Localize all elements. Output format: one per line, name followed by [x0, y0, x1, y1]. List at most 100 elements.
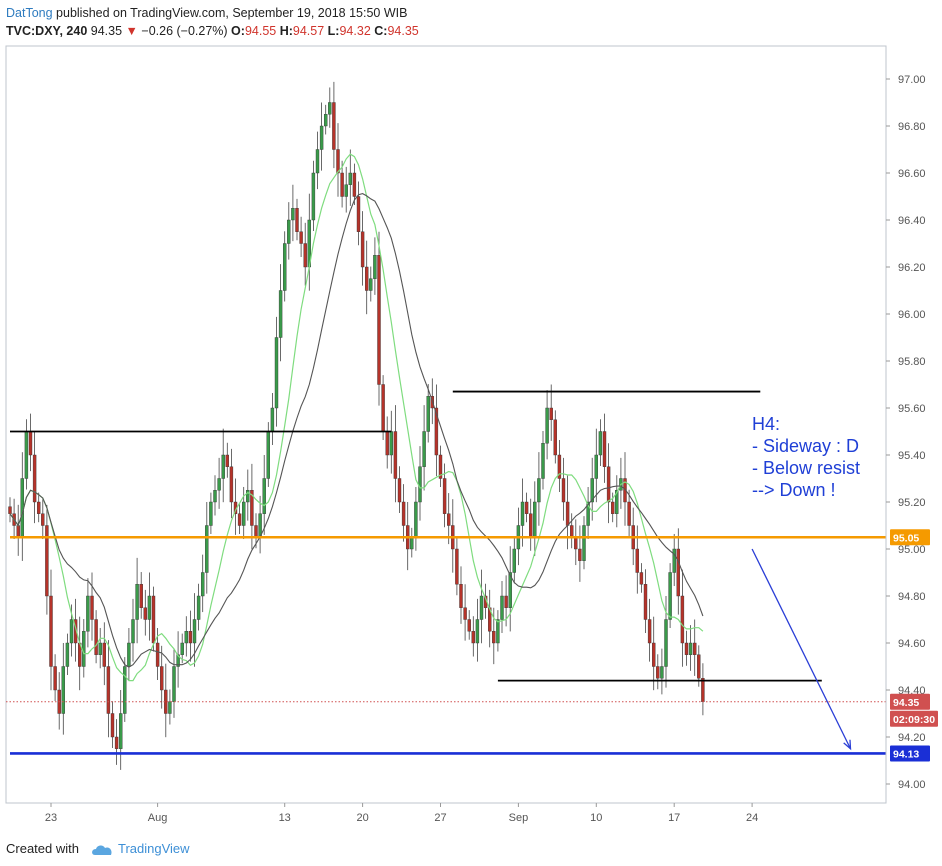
candle-body: [16, 525, 20, 538]
price-tick-label: 94.80: [898, 591, 926, 603]
candle-body: [615, 490, 619, 514]
candle-body: [389, 431, 393, 456]
candle-body: [143, 607, 148, 620]
candle-body: [266, 431, 270, 479]
candle-body: [114, 736, 119, 749]
candle-body: [229, 466, 234, 503]
last-price: 94.35: [90, 24, 123, 38]
price-label-box: [890, 529, 930, 546]
candle-body: [418, 466, 422, 503]
candle-body: [24, 431, 29, 479]
candle-body: [69, 619, 74, 644]
candle-body: [123, 666, 127, 714]
candle-body: [373, 255, 377, 279]
candle-body: [590, 478, 594, 503]
moving-averages: [9, 153, 704, 682]
candle-body: [180, 642, 184, 655]
price-tick-label: 97.00: [898, 74, 926, 86]
candle-body: [668, 572, 672, 620]
candle-body: [582, 525, 586, 561]
candle-body: [365, 266, 369, 291]
candle-body: [159, 666, 164, 691]
trend-arrow-line: [751, 548, 852, 750]
candle-body: [274, 337, 279, 409]
time-tick-label: 17: [668, 812, 680, 824]
price-label-box: [890, 693, 930, 710]
candle-body: [41, 513, 45, 526]
candle-body: [328, 102, 332, 115]
candle-body: [541, 443, 545, 479]
candle-body: [606, 466, 611, 503]
candle-body: [184, 631, 189, 644]
candle-body: [299, 231, 303, 244]
publish-text: published on TradingView.com, September …: [56, 6, 408, 20]
candle-body: [565, 501, 570, 526]
candle-body: [344, 184, 348, 197]
candle-body: [28, 431, 33, 456]
price-tick-label: 95.60: [898, 403, 926, 415]
change-down-icon: ▼: [125, 24, 138, 38]
sma-fast-line: [9, 153, 704, 682]
candle-body: [397, 478, 402, 503]
candle-body: [131, 619, 135, 644]
candle-body: [570, 525, 574, 538]
tradingview-brand[interactable]: TradingView: [118, 841, 190, 856]
candle-body: [467, 619, 471, 632]
candle-body: [45, 525, 49, 597]
price-tick-label: 94.60: [898, 638, 926, 650]
candle-body: [192, 619, 197, 644]
time-axis[interactable]: 23 Aug 13 20 27 Sep 10 17 24: [45, 803, 758, 824]
price-axis[interactable]: 94.0094.2094.4094.6094.8095.0095.2095.40…: [886, 74, 926, 791]
candle-body: [135, 584, 139, 620]
candle-body: [61, 666, 65, 714]
annotation-line: - Sideway : D: [752, 436, 859, 456]
candle-body: [594, 454, 598, 479]
symbol-label: TVC:DXY, 240: [6, 24, 88, 38]
candle-body: [127, 642, 131, 667]
candle-body: [508, 572, 512, 608]
candle-body: [332, 102, 336, 150]
candle-body: [283, 243, 287, 291]
candle-body: [168, 701, 172, 714]
candle-body: [37, 501, 41, 514]
plot-area: [5, 45, 887, 804]
analysis-annotation: H4:- Sideway : D- Below resist--> Down !: [752, 414, 860, 500]
candle-body: [660, 666, 664, 679]
candle-body: [295, 208, 299, 232]
ohlc-line: TVC:DXY, 240 94.35 ▼ −0.26 (−0.27%) O:94…: [6, 22, 936, 40]
annotation-line: H4:: [752, 414, 780, 434]
candle-body: [98, 642, 102, 655]
candle-body: [86, 595, 90, 632]
price-label-text: 95.05: [893, 532, 919, 544]
candle-body: [455, 548, 459, 585]
candle-body: [688, 642, 693, 655]
candle-body: [643, 584, 648, 620]
candle-body: [693, 642, 697, 655]
price-label-box: [890, 745, 930, 762]
candle-body: [381, 384, 385, 432]
candle-body: [574, 537, 578, 550]
candle-body: [352, 172, 357, 197]
time-tick-label: 23: [45, 812, 57, 824]
candle-body: [664, 619, 668, 667]
time-tick-label: Sep: [509, 812, 529, 824]
candle-body: [442, 478, 447, 514]
candle-body: [311, 172, 316, 221]
candle-body: [139, 584, 143, 608]
candle-body: [118, 713, 123, 749]
candle-body: [586, 501, 590, 526]
publisher-username[interactable]: DatTong: [6, 6, 53, 20]
candle-body: [254, 525, 258, 538]
candle-body: [225, 454, 230, 467]
candle-body: [110, 713, 115, 738]
candle-body: [151, 595, 156, 644]
candle-body: [237, 513, 242, 526]
candle-body: [200, 572, 205, 597]
candle-body: [500, 595, 504, 620]
price-tick-label: 94.20: [898, 732, 926, 744]
candle-body: [463, 607, 467, 620]
price-tick-label: 95.00: [898, 544, 926, 556]
price-tick-label: 95.20: [898, 497, 926, 509]
candle-body: [533, 501, 537, 538]
